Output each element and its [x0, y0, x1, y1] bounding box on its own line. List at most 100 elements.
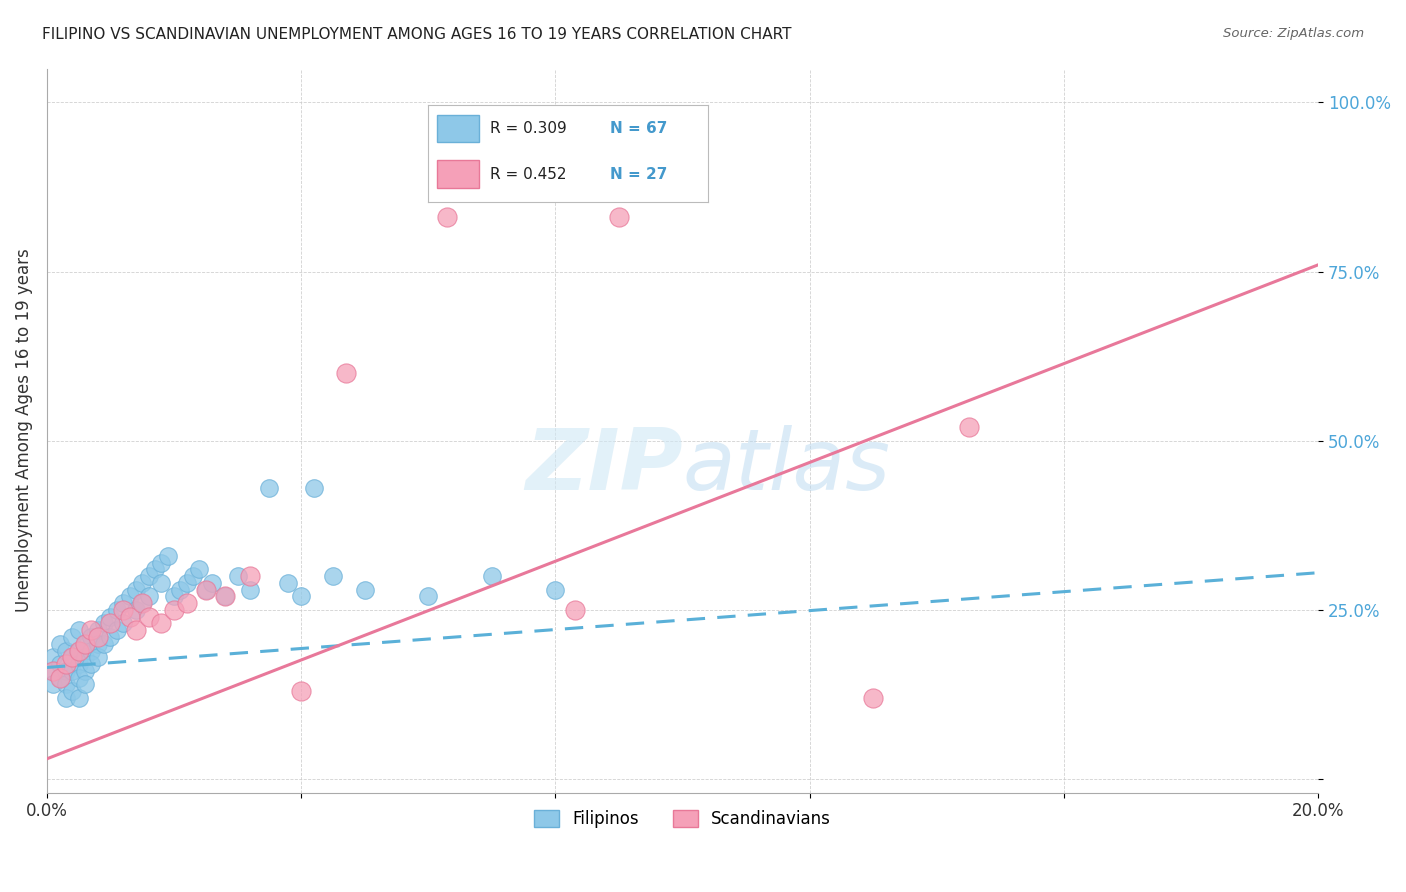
Point — [112, 603, 135, 617]
Point — [150, 556, 173, 570]
Point — [67, 643, 90, 657]
Point — [131, 596, 153, 610]
Point — [862, 690, 884, 705]
Point — [55, 664, 77, 678]
Point — [131, 575, 153, 590]
Point — [322, 569, 344, 583]
Point — [957, 420, 980, 434]
Point — [67, 624, 90, 638]
Point — [87, 650, 110, 665]
Point — [80, 630, 103, 644]
Point — [73, 677, 96, 691]
Point — [188, 562, 211, 576]
Point — [125, 603, 148, 617]
Point — [93, 616, 115, 631]
Point — [55, 643, 77, 657]
Point — [163, 603, 186, 617]
Point — [42, 677, 65, 691]
Point — [290, 684, 312, 698]
Point — [67, 690, 90, 705]
Point — [55, 677, 77, 691]
Point — [118, 590, 141, 604]
Text: atlas: atlas — [682, 425, 890, 508]
Point — [125, 624, 148, 638]
Point — [42, 664, 65, 678]
Point — [138, 569, 160, 583]
Point — [73, 650, 96, 665]
Point — [176, 596, 198, 610]
Point — [156, 549, 179, 563]
Point — [290, 590, 312, 604]
Point — [150, 575, 173, 590]
Point — [239, 582, 262, 597]
Point — [60, 650, 83, 665]
Point — [125, 582, 148, 597]
Point — [564, 603, 586, 617]
Point — [150, 616, 173, 631]
Point — [131, 596, 153, 610]
Point — [118, 609, 141, 624]
Text: Source: ZipAtlas.com: Source: ZipAtlas.com — [1223, 27, 1364, 40]
Point — [169, 582, 191, 597]
Point — [93, 637, 115, 651]
Point — [607, 211, 630, 225]
Point — [138, 590, 160, 604]
Point — [112, 596, 135, 610]
Point — [418, 590, 440, 604]
Point — [100, 630, 122, 644]
Point — [42, 664, 65, 678]
Point — [436, 211, 458, 225]
Point — [544, 582, 567, 597]
Point — [481, 569, 503, 583]
Point — [48, 657, 70, 671]
Point — [60, 684, 83, 698]
Point — [277, 575, 299, 590]
Point — [100, 616, 122, 631]
Point — [67, 657, 90, 671]
Point — [353, 582, 375, 597]
Point — [259, 481, 281, 495]
Text: FILIPINO VS SCANDINAVIAN UNEMPLOYMENT AMONG AGES 16 TO 19 YEARS CORRELATION CHAR: FILIPINO VS SCANDINAVIAN UNEMPLOYMENT AM… — [42, 27, 792, 42]
Point — [226, 569, 249, 583]
Point — [214, 590, 236, 604]
Point — [163, 590, 186, 604]
Point — [138, 609, 160, 624]
Legend: Filipinos, Scandinavians: Filipinos, Scandinavians — [527, 804, 838, 835]
Point — [80, 657, 103, 671]
Point — [73, 664, 96, 678]
Point — [60, 664, 83, 678]
Point — [194, 582, 217, 597]
Point — [80, 624, 103, 638]
Point — [181, 569, 204, 583]
Point — [201, 575, 224, 590]
Point — [105, 603, 128, 617]
Point — [60, 650, 83, 665]
Point — [143, 562, 166, 576]
Point — [194, 582, 217, 597]
Point — [105, 624, 128, 638]
Y-axis label: Unemployment Among Ages 16 to 19 years: Unemployment Among Ages 16 to 19 years — [15, 249, 32, 613]
Point — [80, 643, 103, 657]
Point — [42, 650, 65, 665]
Point — [73, 637, 96, 651]
Text: ZIP: ZIP — [524, 425, 682, 508]
Point — [112, 616, 135, 631]
Point — [87, 624, 110, 638]
Point — [60, 630, 83, 644]
Point — [48, 671, 70, 685]
Point — [87, 630, 110, 644]
Point — [55, 657, 77, 671]
Point — [335, 366, 357, 380]
Point — [239, 569, 262, 583]
Point — [100, 609, 122, 624]
Point — [176, 575, 198, 590]
Point — [55, 690, 77, 705]
Point — [67, 671, 90, 685]
Point — [48, 637, 70, 651]
Point — [302, 481, 325, 495]
Point — [87, 637, 110, 651]
Point — [48, 671, 70, 685]
Point — [73, 637, 96, 651]
Point — [214, 590, 236, 604]
Point — [67, 643, 90, 657]
